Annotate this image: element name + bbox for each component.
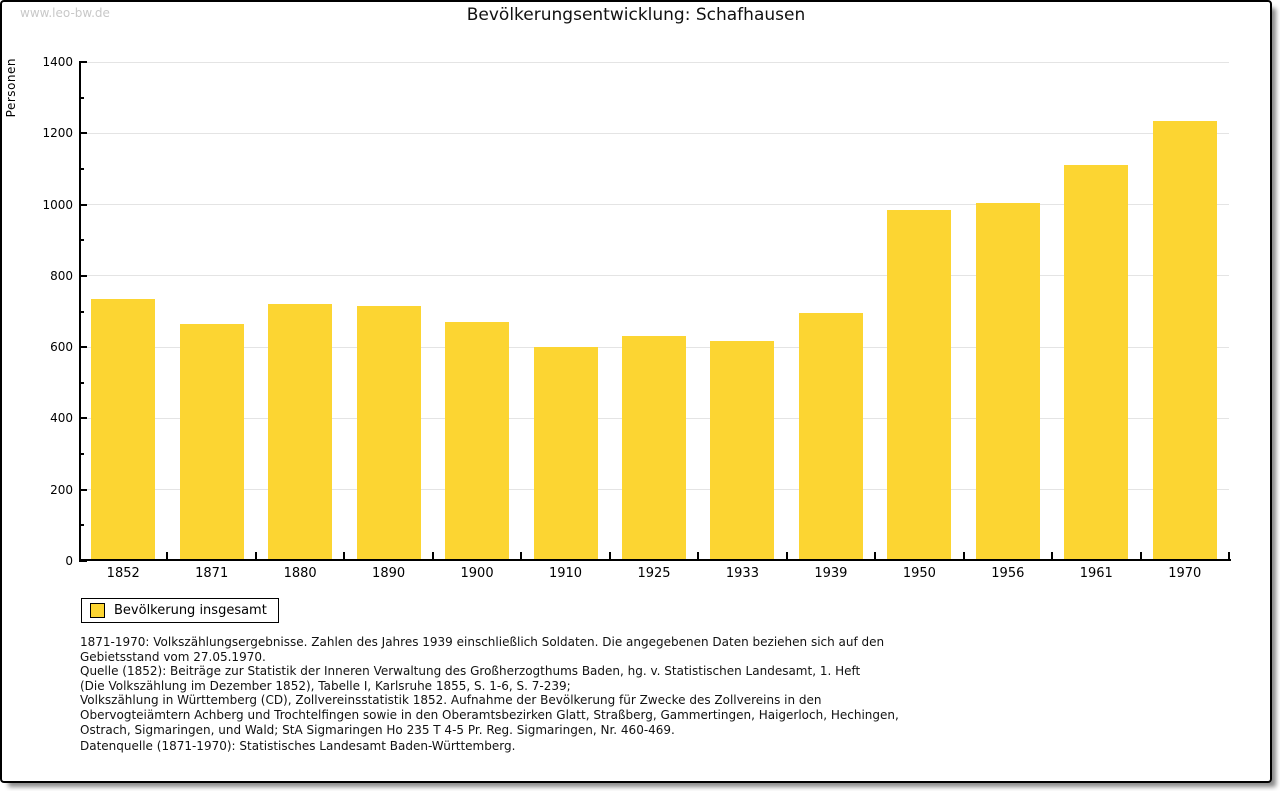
bar-1925 [622,336,686,559]
legend-box: Bevölkerung insgesamt [81,598,279,623]
y-axis-major-tick [79,203,87,206]
x-axis-tick [962,552,965,559]
footnote-line: Volkszählung in Württemberg (CD), Zollve… [80,693,822,708]
chart-title: Bevölkerungsentwicklung: Schafhausen [466,5,806,25]
x-axis-tick-label: 1880 [283,566,317,581]
gridline [79,204,1229,206]
y-axis-minor-tick [79,167,84,170]
bar-1880 [268,304,333,559]
footnote-line: Gebietsstand vom 27.05.1970. [80,649,266,664]
x-axis-tick [520,552,523,559]
footnote-line: Ostrach, Sigmaringen, und Wald; StA Sigm… [80,722,675,737]
y-axis-tick-label: 1400 [42,55,73,69]
bar-1950 [887,210,952,559]
x-axis-tick-label: 1925 [637,566,671,581]
x-axis-tick-label: 1933 [725,566,759,581]
x-axis-tick-label: 1970 [1168,566,1202,581]
x-axis-tick-label: 1910 [548,566,583,581]
y-axis-minor-tick [79,239,84,242]
gridline [79,132,1229,134]
x-axis-tick-label: 1900 [460,566,494,581]
x-axis-tick-label: 1956 [991,566,1025,581]
x-axis-tick [1228,552,1230,559]
x-axis-tick [874,552,877,559]
x-axis-tick-label: 1890 [372,566,406,581]
y-axis-tick-label: 0 [65,554,73,568]
x-axis-tick [166,552,169,559]
y-axis-major-tick [79,488,87,491]
y-axis-minor-tick [79,96,84,99]
y-axis-major-tick [79,61,87,63]
x-axis-tick-label: 1961 [1079,566,1113,581]
x-axis-tick [785,552,788,559]
x-axis-tick [343,552,346,559]
bar-1890 [356,306,421,559]
bar-1961 [1064,165,1129,559]
x-axis-tick [254,552,257,559]
footnote-line: (Die Volkszählung im Dezember 1852), Tab… [80,678,571,693]
bar-1956 [975,203,1040,559]
y-axis-major-tick [79,132,87,135]
footnote-line: Obervogteiämtern Achberg und Trochtelfin… [80,707,899,722]
y-axis-tick-label: 1200 [42,126,73,141]
y-axis-major-tick [79,274,87,277]
legend-label: Bevölkerung insgesamt [114,603,267,618]
y-axis-tick-label: 200 [50,482,73,497]
x-axis-tick-label: 1871 [195,566,229,581]
datasource-line: Datenquelle (1871-1970): Statistisches L… [80,739,516,753]
x-axis-tick [608,552,611,559]
gridline [79,275,1229,277]
bar-1933 [710,341,775,559]
y-axis-minor-tick [79,524,84,527]
y-axis-tick-label: 1000 [42,197,73,212]
x-axis-tick [697,552,700,559]
footnote-line: 1871-1970: Volkszählungsergebnisse. Zahl… [80,635,885,649]
footnote-block: 1871-1970: Volkszählungsergebnisse. Zahl… [80,635,899,737]
gridline [79,61,1229,63]
x-axis-tick [1051,552,1054,559]
y-axis-minor-tick [79,381,84,384]
y-axis-major-tick [79,417,87,420]
y-axis-major-tick [79,346,87,349]
x-axis-tick [1139,552,1142,559]
x-axis-tick-label: 1852 [106,566,140,581]
footnote-line: Quelle (1852): Beiträge zur Statistik de… [80,664,861,679]
x-axis-tick [431,552,434,559]
y-axis-tick-label: 600 [50,340,73,355]
y-axis-line [79,62,81,561]
y-axis-major-tick [79,560,87,562]
y-axis-tick-label: 800 [50,268,73,283]
bar-1939 [798,313,863,559]
bar-1900 [445,322,510,559]
watermark: www.leo-bw.de [20,6,110,20]
y-axis-minor-tick [79,453,84,456]
bar-1910 [533,347,598,559]
x-axis-tick-label: 1950 [902,566,936,581]
y-axis-tick-label: 400 [50,411,73,426]
y-axis-minor-tick [79,310,84,313]
bar-1970 [1152,121,1217,559]
bar-1852 [91,299,156,559]
legend-swatch-icon [90,603,105,618]
bar-chart: 0 200 400 600 800 1000 1200 1400 1852 1871 1880 189… [2,2,1270,781]
bar-1871 [179,324,244,559]
x-axis-tick-label: 1939 [814,566,848,581]
x-axis-line [79,559,1231,561]
